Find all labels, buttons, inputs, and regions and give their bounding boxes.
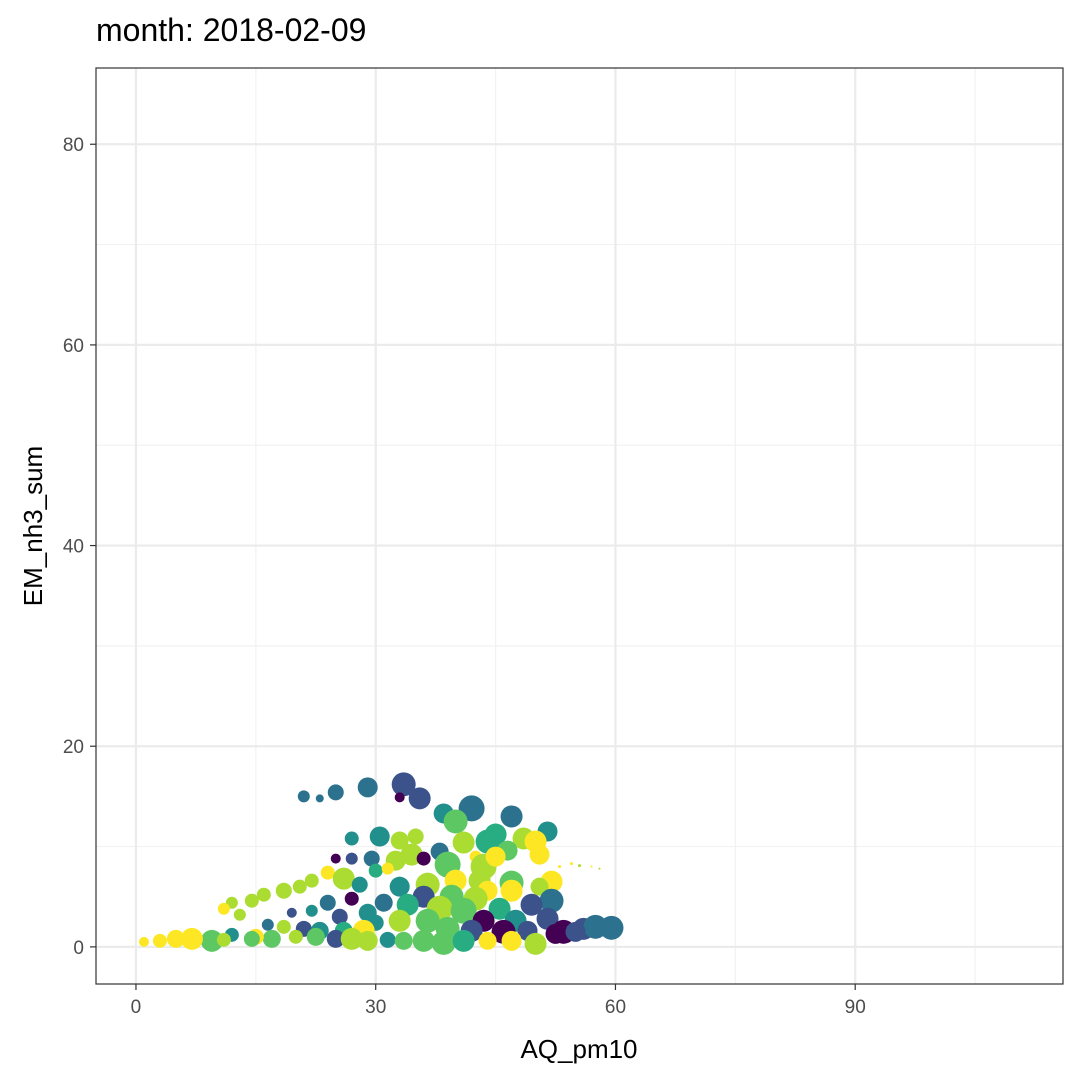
data-point [408, 787, 431, 810]
data-point [276, 919, 291, 934]
data-point [330, 853, 341, 864]
data-point [598, 867, 601, 870]
data-point [331, 908, 348, 925]
data-point [306, 927, 325, 946]
data-point [304, 873, 319, 888]
data-point [344, 891, 359, 906]
y-tick-label: 60 [63, 336, 84, 357]
data-point [431, 930, 456, 955]
data-point [452, 831, 475, 854]
data-point [319, 894, 336, 911]
data-point [450, 897, 477, 924]
plot-border [95, 67, 1064, 985]
data-point [327, 784, 344, 801]
data-point [545, 923, 566, 944]
y-axis-title: EM_nh3_sum [18, 446, 48, 606]
data-point [286, 907, 297, 918]
data-point [391, 772, 416, 797]
y-tick-label: 40 [63, 537, 84, 558]
data-point [500, 805, 523, 828]
data-point [501, 930, 522, 951]
chart-title: month: 2018-02-09 [96, 12, 367, 48]
data-point [216, 932, 231, 947]
grid-lines [96, 68, 1063, 984]
data-point [558, 865, 562, 869]
x-tick-label: 90 [845, 997, 866, 1018]
x-tick-label: 60 [605, 997, 626, 1018]
data-point [357, 930, 378, 951]
data-point [485, 846, 506, 867]
data-point [407, 828, 424, 845]
data-point [297, 790, 310, 803]
data-point [357, 777, 378, 798]
data-point [368, 863, 383, 878]
data-point [320, 865, 335, 880]
data-point [345, 852, 358, 865]
data-point [478, 931, 497, 950]
x-tick-label: 30 [365, 997, 386, 1018]
data-point [326, 929, 345, 948]
data-point [381, 862, 394, 875]
y-tick-label: 20 [63, 737, 84, 758]
x-tick-label: 0 [131, 997, 142, 1018]
data-point [500, 879, 523, 902]
data-point [524, 932, 547, 955]
data-point [180, 927, 203, 950]
data-point [520, 893, 543, 916]
points-layer [138, 772, 624, 955]
data-point [305, 904, 318, 917]
data-point [389, 876, 410, 897]
x-axis-title: AQ_pm10 [520, 1034, 637, 1064]
data-point [200, 929, 223, 952]
data-point [565, 921, 586, 942]
data-point [315, 794, 324, 803]
data-point [379, 931, 396, 948]
data-point [416, 851, 431, 866]
data-point [138, 936, 149, 947]
data-point [292, 879, 307, 894]
data-point [443, 809, 468, 834]
data-point [374, 893, 393, 912]
data-point [529, 844, 550, 865]
data-point [488, 897, 511, 920]
data-point [530, 877, 549, 896]
data-point [233, 908, 246, 921]
data-point [166, 929, 185, 948]
data-point [539, 888, 564, 913]
data-point [394, 792, 405, 803]
data-point [369, 826, 390, 847]
data-point [243, 930, 260, 947]
data-point [599, 915, 624, 940]
data-point [412, 929, 435, 952]
data-point [152, 933, 167, 948]
data-point [590, 865, 593, 868]
data-point [261, 918, 274, 931]
plot-background [96, 68, 1063, 984]
data-point [452, 929, 475, 952]
axes: 0 30 60 90 0 20 40 60 80 [63, 135, 866, 1018]
data-point [344, 831, 359, 846]
data-point [256, 887, 271, 902]
data-point [217, 902, 230, 915]
data-point [415, 908, 440, 933]
data-point [288, 929, 303, 944]
data-point [244, 893, 259, 908]
data-point [388, 909, 411, 932]
data-point [578, 864, 581, 868]
y-tick-label: 80 [63, 135, 84, 156]
data-point [332, 867, 355, 890]
data-point [363, 850, 380, 867]
data-point [390, 831, 409, 850]
data-point [570, 862, 574, 866]
data-point [340, 927, 363, 950]
data-point [262, 929, 281, 948]
data-point [275, 882, 292, 899]
data-point [394, 931, 413, 950]
data-point [351, 876, 368, 893]
y-tick-label: 0 [73, 938, 84, 959]
